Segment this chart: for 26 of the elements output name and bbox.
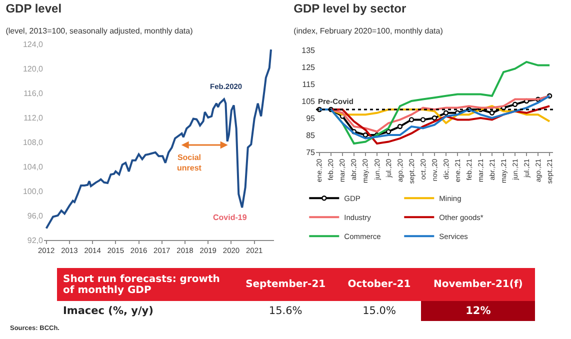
y-tick-label: 104,0: [22, 162, 44, 172]
y-tick-label: 120,0: [22, 64, 44, 74]
y-tick-label: 116,0: [24, 88, 44, 98]
y-tick-label: 124,0: [22, 40, 44, 49]
y-tick-label: 92,0: [27, 236, 44, 245]
y-tick-label: 112,0: [24, 113, 44, 122]
chart-title: GDP level: [6, 1, 62, 16]
annotation: Covid-19: [213, 213, 248, 222]
y-tick-label: 108,0: [22, 138, 44, 147]
chart-subtitle: (index, February 2020=100, monthly data): [294, 26, 444, 36]
y-tick-label: 96,0: [27, 211, 44, 220]
chart-subtitle: (level, 2013=100, seasonally adjusted, monthly data): [6, 26, 194, 36]
y-tick-label: 85: [306, 130, 316, 140]
chart-title: GDP level by sector: [294, 1, 406, 16]
y-tick-label: 105: [302, 96, 316, 106]
y-tick-label: 95: [306, 114, 316, 123]
y-tick-label: 125: [302, 62, 316, 72]
y-tick-label: 100,0: [22, 186, 44, 196]
text: 15.6%: [268, 304, 304, 319]
highlight-cell: 12%: [421, 301, 535, 321]
y-tick-label: 75: [306, 148, 316, 157]
text: 15.0%: [362, 304, 397, 319]
y-tick-label: 115: [302, 80, 316, 89]
y-tick-label: 135: [302, 46, 316, 55]
text: Imacec (%, y/y): [62, 304, 154, 319]
annotation: Social unrest: [177, 153, 202, 172]
